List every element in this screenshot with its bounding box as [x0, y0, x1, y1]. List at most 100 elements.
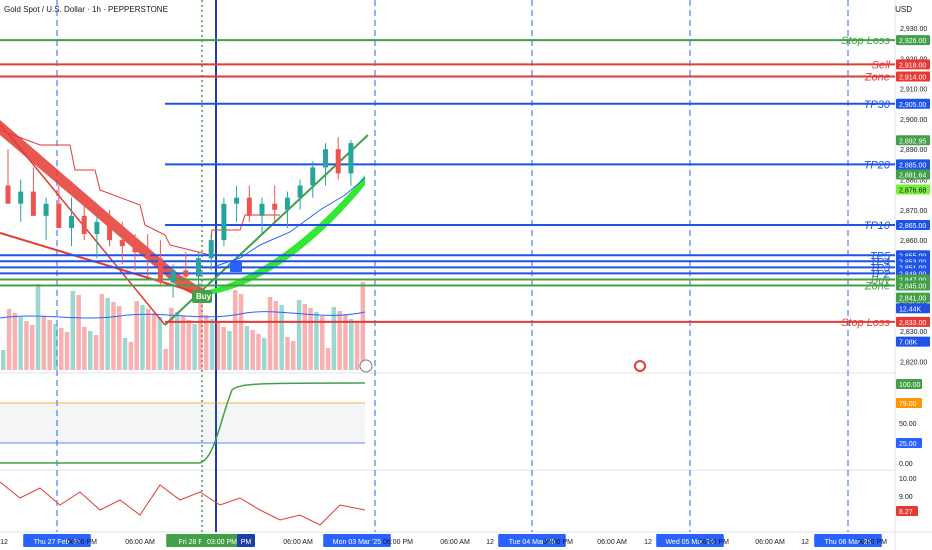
- osc2-tag-text: 8.27: [899, 509, 913, 516]
- volume-bar: [192, 324, 197, 370]
- candle-body: [145, 252, 151, 259]
- volume-bar: [250, 330, 255, 370]
- volume-bar: [180, 316, 186, 370]
- osc-band: [0, 403, 365, 443]
- level-label: TP30: [864, 99, 891, 111]
- volume-bar: [285, 337, 290, 370]
- volume-bar: [227, 331, 232, 370]
- trend-band: [0, 120, 205, 298]
- price-tick: 2,870.00: [900, 208, 927, 215]
- price-tag: [896, 292, 930, 303]
- price-tag: [896, 71, 930, 82]
- volume-bar: [204, 315, 209, 370]
- osc-line: [0, 382, 366, 464]
- time-label: Thu 27 Feb '25: [34, 539, 81, 546]
- volume-bar: [64, 332, 70, 370]
- candle-body: [132, 246, 138, 253]
- osc2-tag: [896, 506, 918, 516]
- osc-tick: 100.00: [899, 382, 921, 389]
- price-tag: [896, 159, 930, 170]
- candle-body: [81, 215, 87, 235]
- osc-tag: [896, 438, 922, 448]
- time-label: 06:00 PM: [67, 539, 97, 546]
- price-tag-text: 2,876.68: [899, 188, 926, 195]
- level-label: Sell: [872, 59, 891, 71]
- volume-bar: [169, 308, 174, 370]
- time-label: 06:00 PM: [383, 539, 413, 546]
- volume-bar: [111, 302, 116, 370]
- volume-bar: [302, 304, 308, 370]
- level-label: TP2: [870, 268, 890, 280]
- price-tag-text: 2,833.00: [899, 320, 926, 327]
- candle-body: [94, 221, 100, 235]
- volume-bar: [354, 323, 360, 370]
- volume-bar: [35, 284, 41, 370]
- price-tag: [896, 59, 930, 70]
- candle-body: [335, 149, 341, 174]
- volume-bar: [337, 311, 342, 370]
- time-label: Wed 05 Mar '25: [665, 539, 714, 546]
- level-label: Stop Loss: [841, 317, 890, 329]
- price-tag: [896, 303, 930, 314]
- level-label: TP5: [870, 250, 891, 262]
- price-tick: 2,890.00: [900, 147, 927, 154]
- osc2-tick: 10.00: [899, 476, 917, 483]
- time-label-box: [814, 534, 882, 547]
- time-label-box: [323, 534, 391, 547]
- us-flag-icon: [636, 362, 644, 370]
- volume-bar: [12, 313, 18, 370]
- volume-bar: [146, 309, 151, 370]
- price-tag-text: 2,885.00: [899, 162, 926, 169]
- price-tick: 2,910.00: [900, 87, 927, 94]
- time-label: Thu 06 Mar '25: [825, 539, 872, 546]
- upper-channel: [0, 129, 280, 256]
- volume-bar: [325, 348, 331, 370]
- volume-bar: [18, 317, 23, 370]
- level-label: Buy: [871, 274, 891, 286]
- volume-bar: [215, 323, 221, 370]
- price-tag-text: 2,914.00: [899, 74, 926, 81]
- price-tag-text: 12.44K: [899, 306, 922, 313]
- price-tag-text: 2,926.00: [899, 38, 926, 45]
- level-label: TP3: [870, 262, 891, 274]
- time-label: Mon 03 Mar '25: [333, 539, 382, 546]
- price-tag: [896, 169, 930, 180]
- osc-tag: [896, 379, 922, 389]
- volume-bar: [291, 341, 296, 370]
- price-tag: [896, 35, 930, 46]
- volume-bar: [244, 326, 250, 370]
- price-tag: [896, 184, 930, 195]
- price-tick: 2,900.00: [900, 117, 927, 124]
- price-tag-text: 2,881.64: [899, 173, 926, 180]
- candle-body: [107, 221, 113, 241]
- price-tag-text: 2,845.00: [899, 284, 926, 291]
- volume-bar: [320, 316, 325, 370]
- candle-body: [170, 270, 176, 283]
- price-tick: 2,830.00: [900, 329, 927, 336]
- volume-bar: [233, 290, 238, 370]
- candle-body: [297, 185, 303, 198]
- candle-body: [18, 191, 24, 204]
- volume-bar: [186, 320, 192, 370]
- volume-bar: [262, 338, 267, 370]
- time-label: 03:00 PM: [207, 539, 237, 546]
- candle-body: [310, 167, 316, 186]
- time-label-box: [23, 534, 91, 547]
- osc-tick: 50.00: [899, 421, 917, 428]
- level-label: Stop Loss: [841, 35, 890, 47]
- volume-bar: [59, 328, 64, 370]
- time-label: 12: [801, 539, 809, 546]
- time-label: 12: [644, 539, 652, 546]
- time-label: Fri 28 Feb '25: [179, 539, 222, 546]
- osc-tick: 0.00: [899, 461, 913, 468]
- osc2-line: [0, 481, 366, 526]
- volume-bar: [175, 312, 180, 370]
- volume-bar: [76, 295, 81, 370]
- candle-body: [183, 270, 189, 277]
- chart-title: Gold Spot / U.S. Dollar · 1h · PEPPERSTO…: [4, 5, 168, 14]
- buy-signal: [192, 290, 212, 303]
- time-label: 06:00 PM: [857, 539, 887, 546]
- time-label-box: [498, 534, 566, 547]
- candle-body: [43, 203, 49, 216]
